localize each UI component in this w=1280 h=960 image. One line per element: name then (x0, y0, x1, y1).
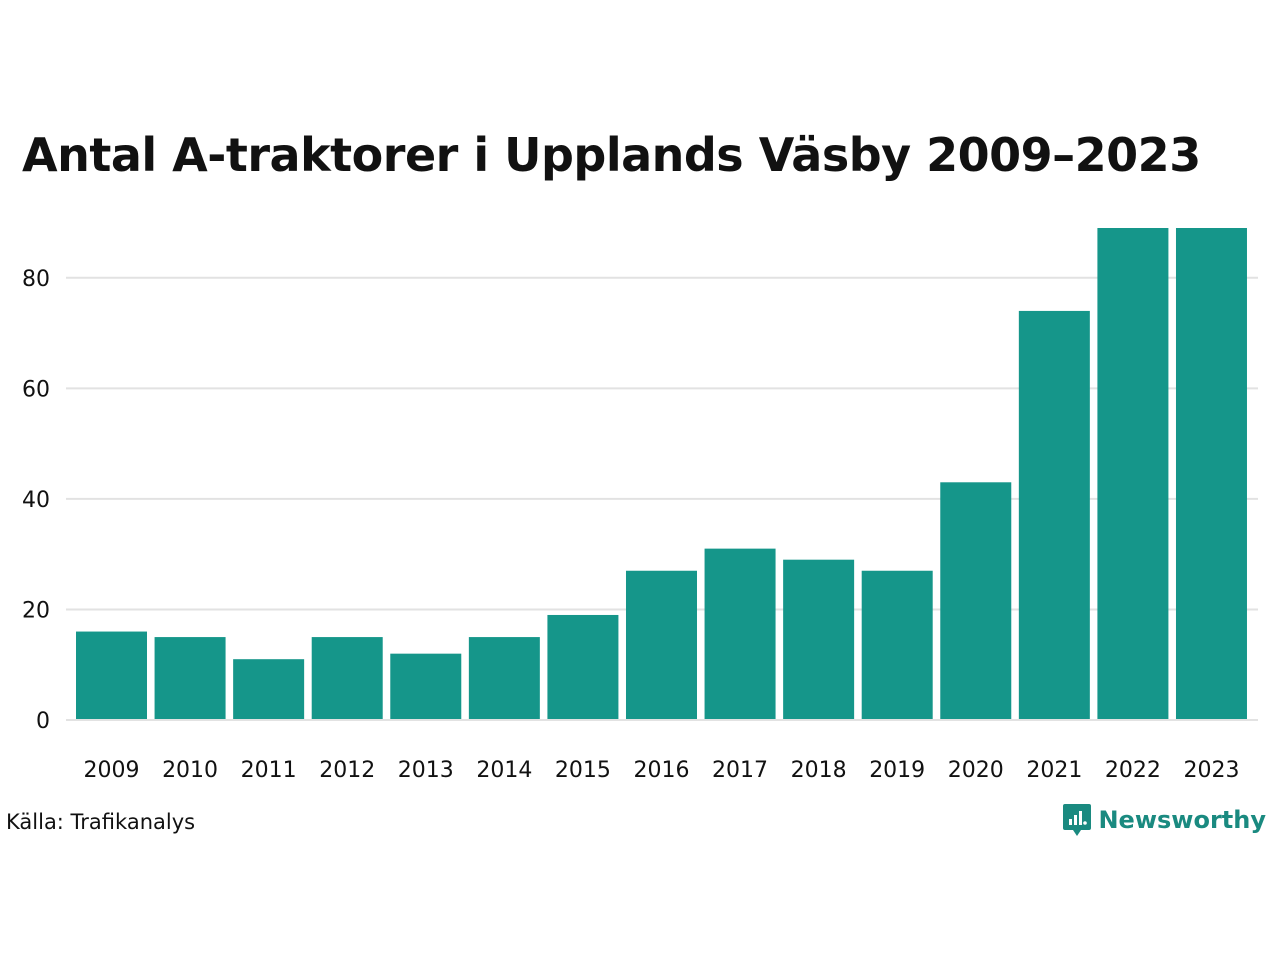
brand-name: Newsworthy (1098, 806, 1266, 834)
bar-2020 (940, 482, 1012, 720)
x-tick-label: 2010 (162, 758, 218, 783)
x-tick-label: 2019 (869, 758, 925, 783)
newsworthy-logo-icon (1063, 804, 1092, 836)
bar-2023 (1175, 228, 1247, 720)
source-label: Källa: Trafikanalys (6, 810, 196, 834)
x-tick-label: 2015 (555, 758, 611, 783)
x-tick-label: 2022 (1105, 758, 1161, 783)
bar-2016 (625, 570, 697, 720)
x-tick-label: 2013 (398, 758, 454, 783)
bar-2014 (468, 637, 540, 720)
x-tick-label: 2018 (791, 758, 847, 783)
bar-2018 (783, 559, 855, 720)
brand-logo: Newsworthy (1062, 802, 1266, 838)
x-tick-label: 2023 (1183, 758, 1239, 783)
bar-chart: 0 20 40 60 80 2009 2010 2011 2012 2013 2014 2015 201… (22, 228, 1258, 783)
x-tick-label: 2009 (84, 758, 140, 783)
bar-2019 (861, 570, 933, 720)
x-tick-label: 2011 (241, 758, 297, 783)
chart-title: Antal A-traktorer i Upplands Väsby 2009–… (22, 128, 1201, 182)
x-tick-label: 2021 (1026, 758, 1082, 783)
bar-2015 (547, 614, 619, 720)
x-tick-label: 2020 (948, 758, 1004, 783)
bar-2013 (390, 653, 462, 720)
bar-2011 (233, 659, 305, 720)
bar-2010 (154, 637, 226, 720)
y-tick-label: 60 (22, 377, 50, 402)
x-tick-label: 2012 (319, 758, 375, 783)
bar-2021 (1018, 310, 1090, 720)
bar-2012 (311, 637, 383, 720)
bar-2022 (1097, 228, 1169, 720)
x-tick-label: 2017 (712, 758, 768, 783)
x-tick-label: 2016 (633, 758, 689, 783)
x-tick-label: 2014 (476, 758, 532, 783)
y-tick-label: 40 (22, 488, 50, 513)
y-tick-label: 20 (22, 598, 50, 623)
bar-2009 (76, 631, 147, 720)
bar-2017 (704, 548, 776, 720)
y-tick-label: 0 (36, 709, 50, 734)
y-tick-label: 80 (22, 267, 50, 292)
